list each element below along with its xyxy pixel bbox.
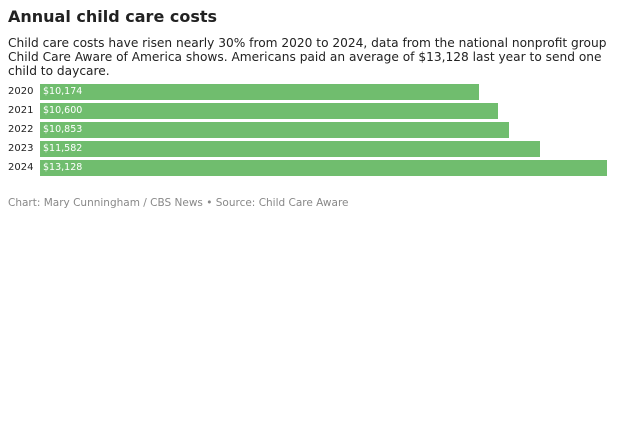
bar-row: 2020 $10,174 bbox=[8, 84, 612, 103]
bar: $13,128 bbox=[40, 160, 607, 176]
chart-credit: Chart: Mary Cunningham / CBS News • Sour… bbox=[8, 197, 349, 209]
category-label: 2020 bbox=[8, 86, 34, 97]
bar-track: $10,853 bbox=[40, 122, 607, 138]
bar-row: 2021 $10,600 bbox=[8, 103, 612, 122]
bar: $10,853 bbox=[40, 122, 509, 138]
bar-value-label: $10,600 bbox=[43, 105, 83, 116]
bar-value-label: $13,128 bbox=[43, 162, 83, 173]
bar: $10,174 bbox=[40, 84, 479, 100]
category-label: 2024 bbox=[8, 162, 34, 173]
category-label: 2022 bbox=[8, 124, 34, 135]
bar-value-label: $11,582 bbox=[43, 143, 83, 154]
bar: $11,582 bbox=[40, 141, 540, 157]
bar-row: 2024 $13,128 bbox=[8, 160, 612, 179]
bar-track: $11,582 bbox=[40, 141, 607, 157]
bar: $10,600 bbox=[40, 103, 498, 119]
bar-row: 2023 $11,582 bbox=[8, 141, 612, 160]
bar-value-label: $10,174 bbox=[43, 86, 83, 97]
bar-track: $13,128 bbox=[40, 160, 607, 176]
category-label: 2021 bbox=[8, 105, 34, 116]
bar-value-label: $10,853 bbox=[43, 124, 83, 135]
chart-container: Annual child care costs Child care costs… bbox=[8, 6, 612, 210]
chart-title: Annual child care costs bbox=[8, 7, 218, 26]
bar-track: $10,600 bbox=[40, 103, 607, 119]
category-label: 2023 bbox=[8, 143, 34, 154]
bar-track: $10,174 bbox=[40, 84, 607, 100]
bar-row: 2022 $10,853 bbox=[8, 122, 612, 141]
bar-chart: 2020 $10,174 2021 $10,600 2022 $10,853 2023 $11… bbox=[8, 84, 612, 179]
chart-subtitle: Child care costs have risen nearly 30% f… bbox=[8, 36, 607, 78]
